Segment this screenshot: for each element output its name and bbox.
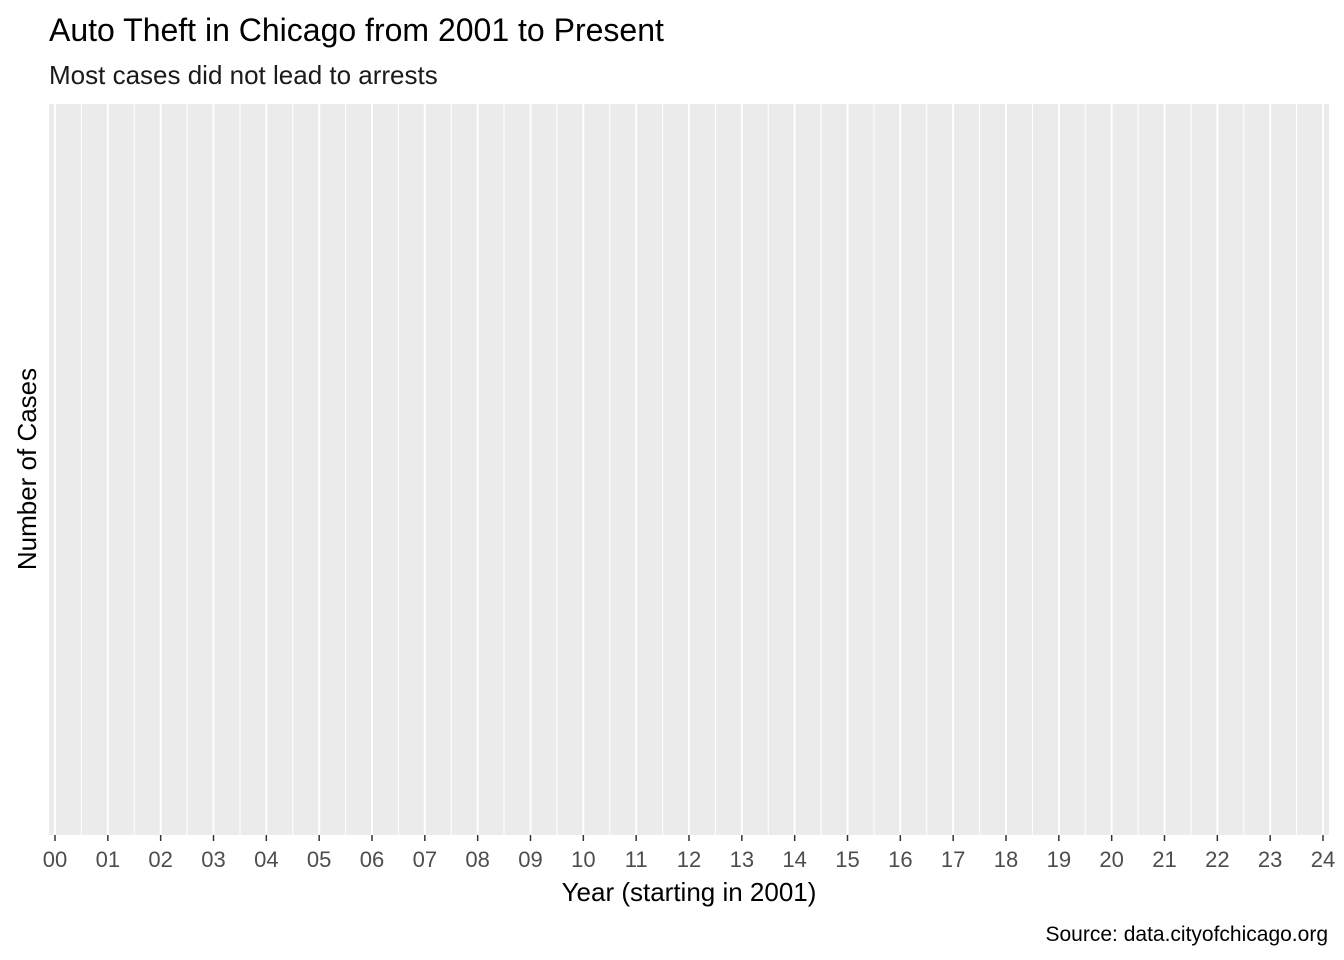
- x-tick-label: 23: [1258, 847, 1282, 872]
- x-tick-label: 05: [307, 847, 331, 872]
- y-axis-title: Number of Cases: [12, 368, 42, 570]
- x-tick-label: 08: [465, 847, 489, 872]
- x-tick-label: 04: [254, 847, 278, 872]
- x-tick-label: 10: [571, 847, 595, 872]
- x-axis-tick-labels: 00 01 02 03 04 05 06 07 08 09 10 11 12 13 14 15 16 17 18 19…: [43, 847, 1335, 872]
- x-tick-label: 07: [413, 847, 437, 872]
- x-tick-label: 22: [1205, 847, 1229, 872]
- x-tick-label: 09: [518, 847, 542, 872]
- grid-major-lines: [54, 104, 1324, 835]
- chart-title: Auto Theft in Chicago from 2001 to Prese…: [49, 12, 664, 48]
- x-tick-label: 14: [782, 847, 806, 872]
- x-tick-label: 19: [1047, 847, 1071, 872]
- grid-minor-lines: [80, 104, 1298, 835]
- chart-caption: Source: data.cityofchicago.org: [1046, 923, 1329, 946]
- x-tick-label: 02: [148, 847, 172, 872]
- x-tick-label: 03: [201, 847, 225, 872]
- x-tick-label: 16: [888, 847, 912, 872]
- x-tick-label: 21: [1152, 847, 1176, 872]
- x-tick-label: 20: [1099, 847, 1123, 872]
- chart-subtitle: Most cases did not lead to arrests: [49, 60, 438, 90]
- x-tick-label: 12: [677, 847, 701, 872]
- x-tick-label: 13: [730, 847, 754, 872]
- x-tick-label: 11: [625, 847, 648, 872]
- x-tick-label: 15: [835, 847, 859, 872]
- x-tick-label: 01: [96, 847, 120, 872]
- x-tick-label: 17: [941, 847, 965, 872]
- x-tick-label: 18: [994, 847, 1018, 872]
- x-tick-label: 06: [360, 847, 384, 872]
- x-axis-ticks: [54, 835, 1324, 841]
- x-tick-label: 24: [1311, 847, 1335, 872]
- x-axis-title: Year (starting in 2001): [562, 877, 817, 907]
- x-tick-label: 00: [43, 847, 67, 872]
